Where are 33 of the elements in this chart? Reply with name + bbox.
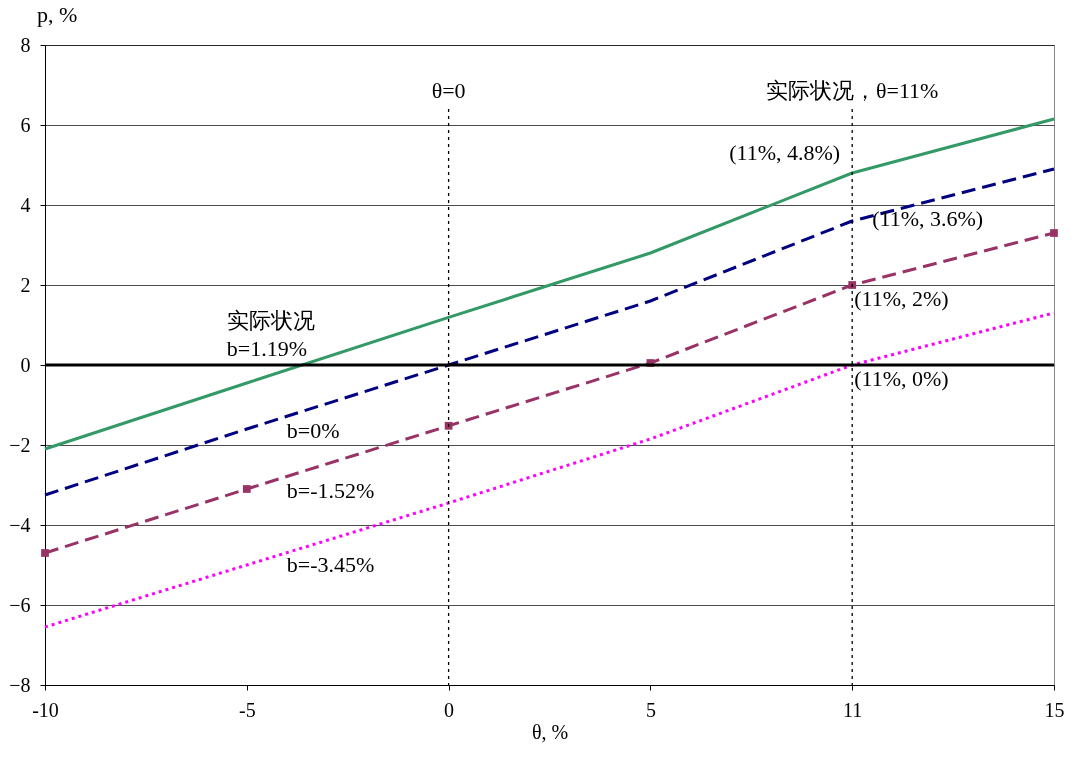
line-series bbox=[43, 167, 1056, 497]
y-tick-label: −4 bbox=[9, 513, 31, 536]
y-tick-label: 4 bbox=[20, 193, 31, 216]
y-tick-label: 0 bbox=[20, 353, 31, 376]
line-series bbox=[43, 117, 1056, 451]
y-axis-title: p, % bbox=[37, 2, 78, 27]
y-tick-label: 2 bbox=[20, 273, 31, 296]
y-tick-label: −2 bbox=[9, 433, 31, 456]
point bbox=[41, 549, 49, 557]
x-tick-label: 15 bbox=[1044, 698, 1065, 721]
annotation: (11%, 0%) bbox=[854, 366, 949, 391]
y-tick-label: 6 bbox=[20, 113, 31, 136]
x-tick-label: -10 bbox=[32, 698, 59, 721]
annotation: (11%, 4.8%) bbox=[729, 140, 841, 165]
ref-line-label: θ=0 bbox=[431, 78, 466, 103]
series-label: 实际状况 b=1.19% bbox=[226, 308, 315, 361]
y-tick-label: 8 bbox=[20, 33, 31, 56]
point bbox=[1050, 229, 1058, 237]
y-tick-label: −6 bbox=[9, 593, 31, 616]
x-tick-label: 5 bbox=[645, 698, 656, 721]
annotation: (11%, 3.6%) bbox=[872, 206, 984, 231]
ref-line-label: 实际状况，θ=11% bbox=[765, 78, 939, 103]
point bbox=[242, 485, 251, 493]
x-tick-label: -5 bbox=[238, 698, 256, 721]
series-label: b=0% bbox=[286, 418, 340, 443]
x-tick-label: 11 bbox=[843, 698, 863, 721]
x-tick-label: 0 bbox=[444, 698, 455, 721]
annotation: (11%, 2%) bbox=[854, 286, 949, 311]
point bbox=[848, 281, 857, 289]
y-tick-label: −8 bbox=[9, 673, 31, 696]
series-label: b=-1.52% bbox=[286, 478, 375, 503]
x-axis-title: θ, % bbox=[531, 720, 569, 743]
series-label: b=-3.45% bbox=[286, 552, 375, 577]
